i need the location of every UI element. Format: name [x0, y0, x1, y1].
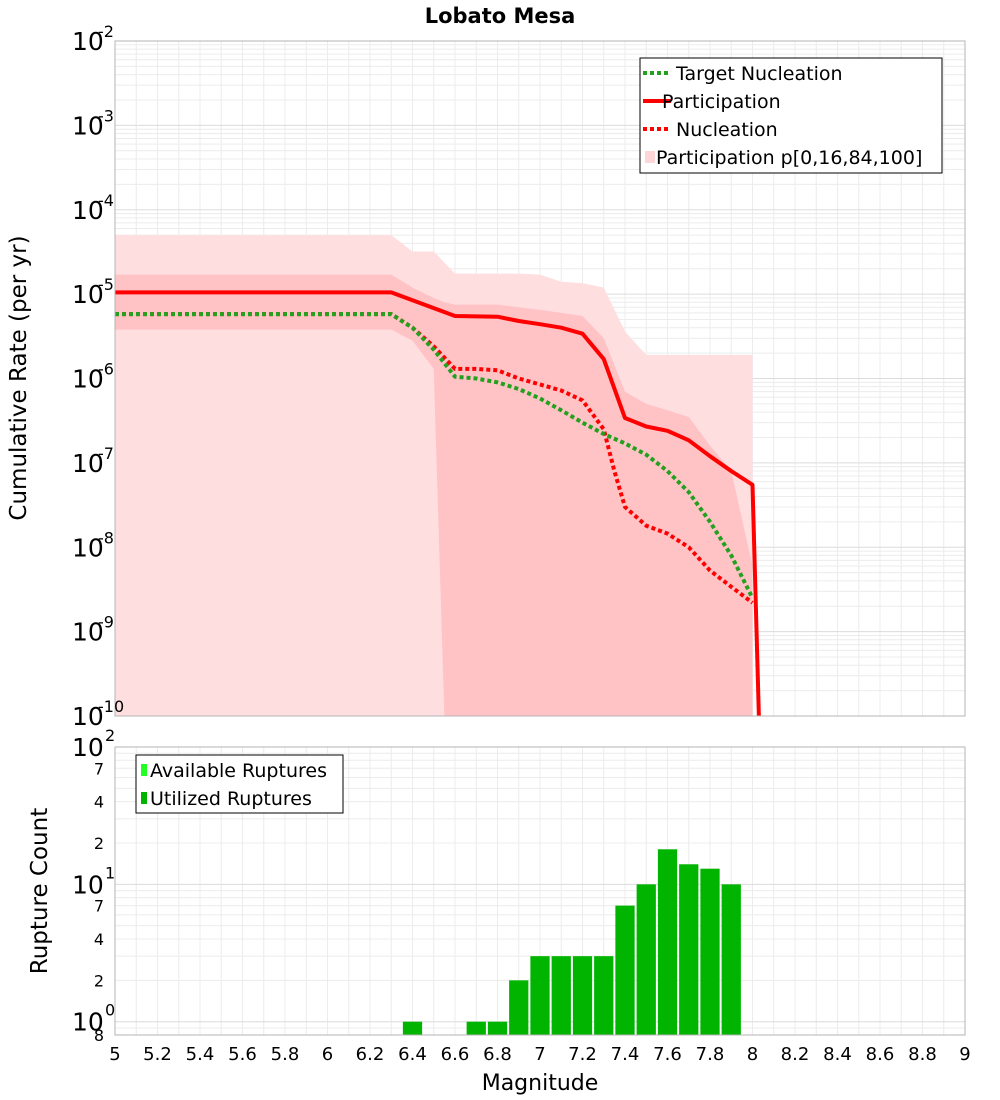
magnitude-tick-label: 7: [534, 1044, 545, 1065]
magnitude-tick-labels: 5 5.2 5.4 5.6 5.8 6 6.2 6.4 6.6 6.8 7 7.2 7.4 7.6 7.8 8…: [109, 1044, 970, 1065]
rate-plot: 10-210-310-410-510-610-710-810-910-10 Lo…: [6, 4, 966, 731]
magnitude-tick-label: 5.4: [186, 1044, 215, 1065]
rate-y-tick-exponent: -4: [98, 191, 114, 210]
legend-swatch-bar: [141, 792, 147, 804]
rupture-bar: [700, 868, 720, 1035]
rate-y-tick-base: 10: [72, 196, 104, 225]
rate-y-tick-base: 10: [72, 618, 104, 647]
magnitude-tick-label: 8.8: [908, 1044, 937, 1065]
magnitude-tick-label: 8.6: [866, 1044, 895, 1065]
rupture-y-minor-tick: 2: [94, 834, 104, 853]
series-participation: [115, 290, 761, 717]
magnitude-tick-label: 5.8: [271, 1044, 300, 1065]
rate-y-tick-exponent: -2: [98, 22, 114, 41]
rupture-bar: [636, 884, 656, 1035]
rate-y-tick-base: 10: [72, 449, 104, 478]
magnitude-tick-label: 8.4: [823, 1044, 852, 1065]
rupture-bar: [509, 980, 529, 1035]
rupture-y-axis-label: Rupture Count: [27, 808, 53, 974]
magnitude-tick-label: 6: [322, 1044, 333, 1065]
rate-y-axis-label: Cumulative Rate (per yr): [6, 235, 32, 520]
rate-y-tick-base: 10: [72, 702, 104, 731]
magnitude-tick-label: 5: [109, 1044, 120, 1065]
rupture-y-minor-tick: 4: [94, 930, 104, 949]
rupture-y-minor-tick: 7: [94, 759, 104, 778]
magnitude-tick-label: 7.2: [568, 1044, 597, 1065]
rupture-y-tick-base: 10: [72, 870, 104, 899]
rate-y-tick-base: 10: [72, 533, 104, 562]
rupture-legend-box: [135, 754, 344, 814]
rupture-bar: [530, 956, 550, 1035]
rupture-bar: [487, 1021, 508, 1035]
rupture-y-tick-base: 10: [72, 733, 104, 762]
rupture-y-minor-tick: 8: [94, 1026, 104, 1045]
rupture-bar: [402, 1021, 423, 1035]
rupture-bar: [657, 849, 678, 1035]
magnitude-tick-label: 7.8: [696, 1044, 725, 1065]
magnitude-tick-label: 7.4: [611, 1044, 640, 1065]
magnitude-tick-label: 5.6: [228, 1044, 257, 1065]
legend-label: Utilized Ruptures: [150, 788, 312, 810]
rate-y-tick-exponent: -5: [98, 275, 114, 294]
rate-legend: Target Nucleation Participation Nucleation…: [639, 57, 943, 174]
rupture-bar: [594, 956, 614, 1035]
rate-y-tick-exponent: -3: [98, 106, 114, 125]
rate-y-tick-labels: 10-210-310-410-510-610-710-810-910-10: [72, 22, 124, 731]
rupture-y-minor-tick: 4: [94, 793, 104, 812]
magnitude-tick-label: 7.6: [653, 1044, 682, 1065]
rate-y-tick-base: 10: [72, 280, 104, 309]
rate-y-tick-exponent: -10: [98, 697, 124, 716]
magnitude-tick-label: 8.2: [781, 1044, 810, 1065]
x-axis-label: Magnitude: [482, 1071, 599, 1096]
rate-y-tick-base: 10: [72, 27, 104, 56]
magnitude-tick-label: 9: [959, 1044, 970, 1065]
rupture-bar: [679, 864, 699, 1035]
rupture-bar: [615, 905, 635, 1035]
rate-y-tick-base: 10: [72, 365, 104, 394]
legend-swatch-bar: [141, 764, 147, 776]
rupture-bar: [721, 884, 741, 1035]
series-target-nucleation: [115, 312, 755, 599]
rate-plot-frame: [114, 40, 966, 717]
rupture-y-minor-tick: 7: [94, 897, 104, 916]
magnitude-tick-label: 6.6: [441, 1044, 470, 1065]
rupture-y-tick-exponent: 1: [105, 863, 115, 882]
legend-label: Participation: [662, 91, 781, 113]
rupture-bar: [466, 1021, 486, 1035]
legend-label: Participation p[0,16,84,100]: [656, 147, 922, 169]
rupture-y-tick-exponent: 2: [105, 726, 115, 745]
rupture-plot-frame: [114, 746, 966, 1036]
rupture-y-minor-tick: 2: [94, 971, 104, 990]
rate-y-tick-base: 10: [72, 111, 104, 140]
rupture-y-tick-exponent: 0: [105, 1001, 115, 1020]
rate-y-tick-exponent: -9: [98, 613, 114, 632]
rupture-bar: [551, 956, 571, 1035]
band-p16-p84: [115, 274, 753, 716]
magnitude-tick-label: 8: [747, 1044, 758, 1065]
rupture-bar: [572, 956, 593, 1035]
magnitude-tick-label: 5.2: [143, 1044, 172, 1065]
rate-y-tick-exponent: -7: [98, 444, 114, 463]
chart-title: Lobato Mesa: [425, 4, 576, 28]
rupture-legend: Available Ruptures Utilized Ruptures: [135, 754, 344, 814]
participation-bands: [115, 235, 753, 716]
legend-label: Target Nucleation: [675, 63, 843, 85]
legend-label: Nucleation: [676, 119, 778, 141]
rate-legend-box: [639, 57, 943, 174]
rupture-y-tick-base: 10: [72, 1008, 104, 1037]
legend-swatch-band: [645, 151, 655, 163]
rupture-bars: [402, 849, 741, 1035]
rate-y-tick-exponent: -6: [98, 360, 114, 379]
rate-series: [115, 290, 761, 717]
rate-y-tick-exponent: -8: [98, 528, 114, 547]
magnitude-tick-label: 6.2: [356, 1044, 385, 1065]
legend-label: Available Ruptures: [150, 760, 327, 782]
series-nucleation: [115, 312, 754, 605]
magnitude-tick-label: 6.4: [398, 1044, 427, 1065]
magnitude-tick-label: 6.8: [483, 1044, 512, 1065]
